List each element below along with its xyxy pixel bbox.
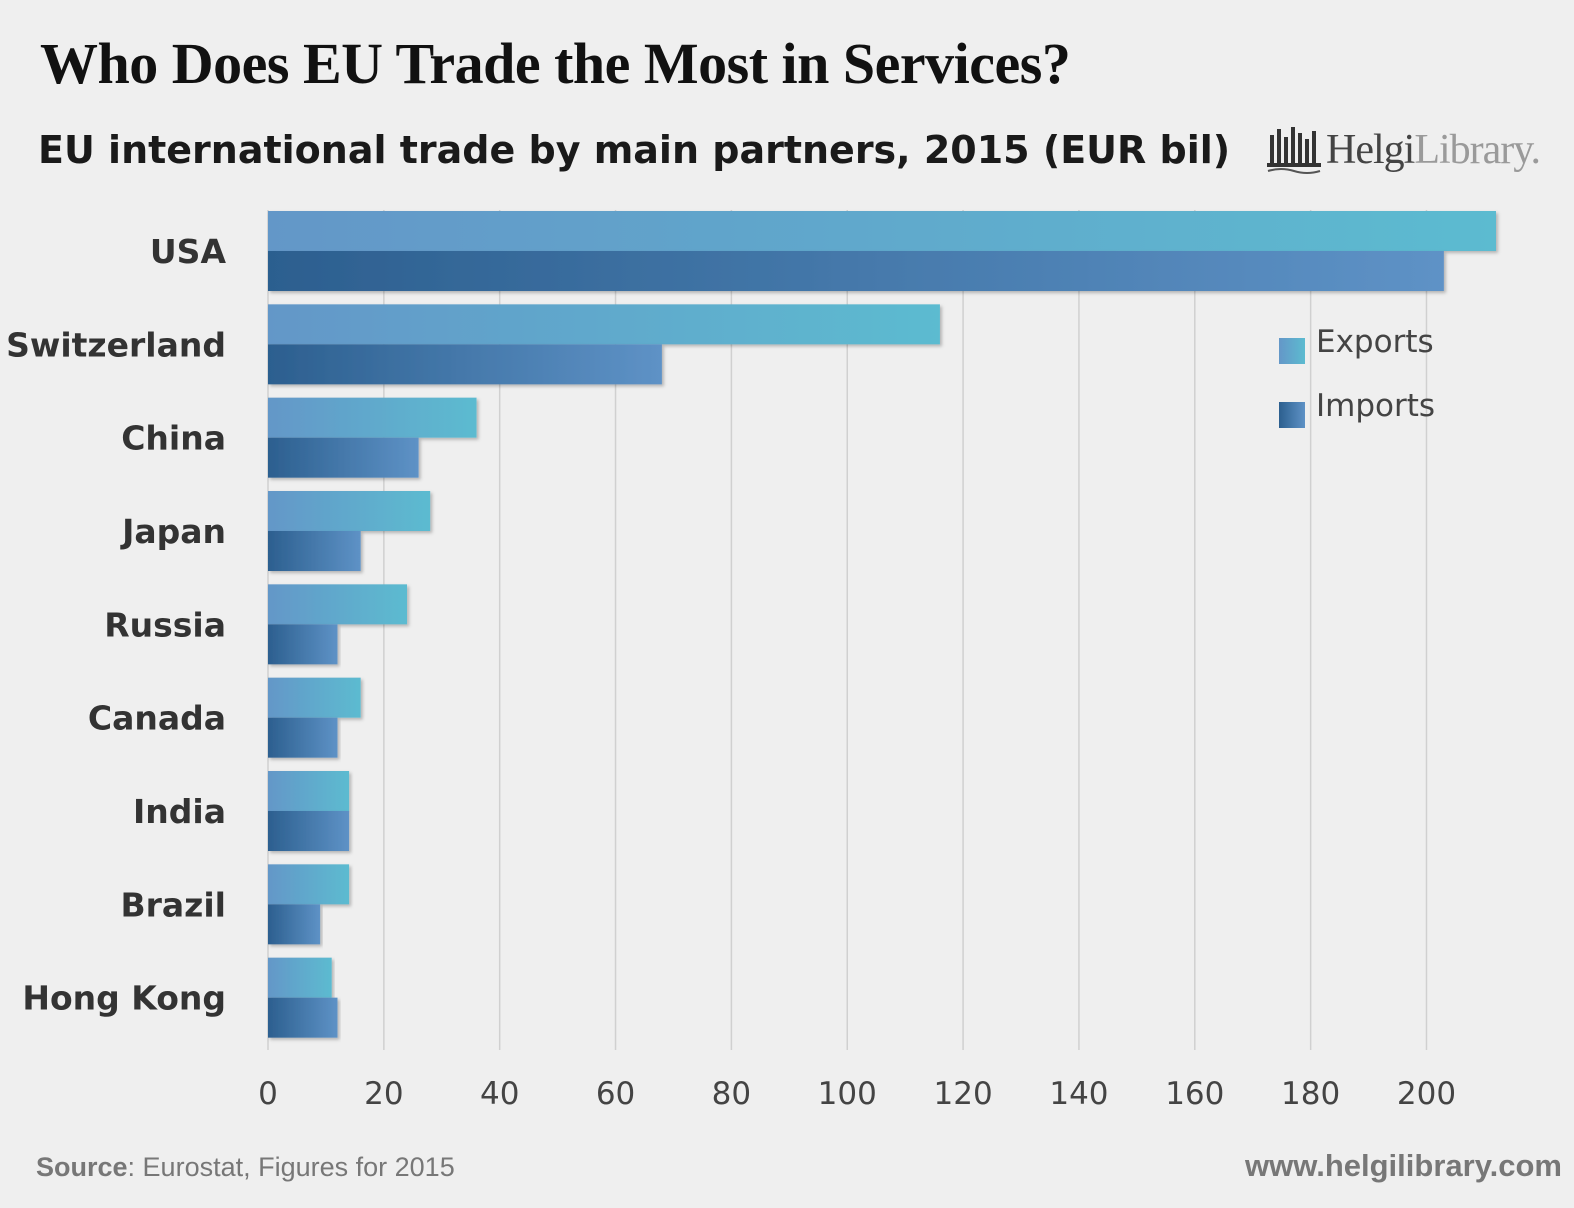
x-tick-label-140: 140	[1049, 1076, 1108, 1112]
helgilibrary-logo: HelgiLibrary.	[1266, 122, 1541, 178]
logo-wordmark-library: Library.	[1414, 127, 1541, 173]
legend-swatch-exports	[1279, 338, 1305, 364]
bar-imports-switzerland	[268, 344, 662, 385]
legend-swatch-imports	[1279, 402, 1305, 428]
x-tick-label-180: 180	[1281, 1076, 1340, 1112]
source-note: Source: Eurostat, Figures for 2015	[36, 1152, 455, 1183]
bar-exports-usa	[268, 211, 1496, 251]
bar-exports-hong-kong	[268, 957, 332, 998]
x-tick-label-160: 160	[1165, 1076, 1224, 1112]
category-label-russia: Russia	[104, 605, 226, 644]
x-tick-label-0: 0	[258, 1076, 278, 1112]
bars	[268, 211, 1496, 1038]
x-tick-label-60: 60	[596, 1076, 635, 1112]
bar-exports-india	[268, 771, 350, 811]
category-label-usa: USA	[150, 232, 227, 271]
source-label: Source	[36, 1152, 128, 1182]
bar-exports-china	[268, 397, 477, 438]
bar-imports-russia	[268, 624, 338, 665]
bar-imports-usa	[268, 251, 1444, 291]
library-building-icon	[1267, 127, 1321, 174]
chart-title: Who Does EU Trade the Most in Services?	[40, 31, 1071, 96]
category-label-switzerland: Switzerland	[6, 325, 226, 364]
x-tick-label-200: 200	[1397, 1076, 1456, 1112]
category-label-japan: Japan	[120, 512, 226, 551]
source-text: : Eurostat, Figures for 2015	[127, 1152, 455, 1182]
bar-exports-brazil	[268, 864, 350, 905]
x-axis-tick-labels: 0 20 40 60 80 100 120 140 160 180 200	[258, 1076, 1456, 1112]
bar-exports-canada	[268, 677, 361, 718]
x-tick-label-80: 80	[712, 1076, 751, 1112]
category-label-china: China	[121, 419, 226, 458]
category-label-hong-kong: Hong Kong	[22, 979, 226, 1018]
bar-imports-china	[268, 437, 419, 478]
bar-exports-japan	[268, 491, 431, 531]
category-labels: USA Switzerland China Japan Russia Canada Indi…	[6, 232, 226, 1018]
bar-exports-russia	[268, 584, 408, 625]
chart-subtitle: EU international trade by main partners,…	[38, 128, 1231, 172]
x-tick-label-20: 20	[364, 1076, 403, 1112]
legend: Exports Imports	[1279, 324, 1435, 428]
logo-wordmark: HelgiLibrary.	[1326, 126, 1541, 174]
bar-exports-switzerland	[268, 304, 940, 345]
category-label-india: India	[133, 792, 226, 831]
bar-imports-canada	[268, 717, 338, 758]
bar-imports-brazil	[268, 904, 321, 945]
logo-wordmark-helgi: Helgi	[1326, 127, 1415, 173]
bar-imports-hong-kong	[268, 997, 338, 1038]
category-label-canada: Canada	[88, 699, 226, 738]
x-tick-label-40: 40	[480, 1076, 519, 1112]
legend-label-exports: Exports	[1316, 324, 1434, 360]
x-tick-label-100: 100	[818, 1076, 877, 1112]
legend-label-imports: Imports	[1316, 388, 1435, 424]
website-link[interactable]: www.helgilibrary.com	[1245, 1148, 1562, 1183]
bar-imports-japan	[268, 531, 361, 571]
bar-imports-india	[268, 811, 350, 851]
x-tick-label-120: 120	[934, 1076, 993, 1112]
category-label-brazil: Brazil	[120, 885, 226, 924]
